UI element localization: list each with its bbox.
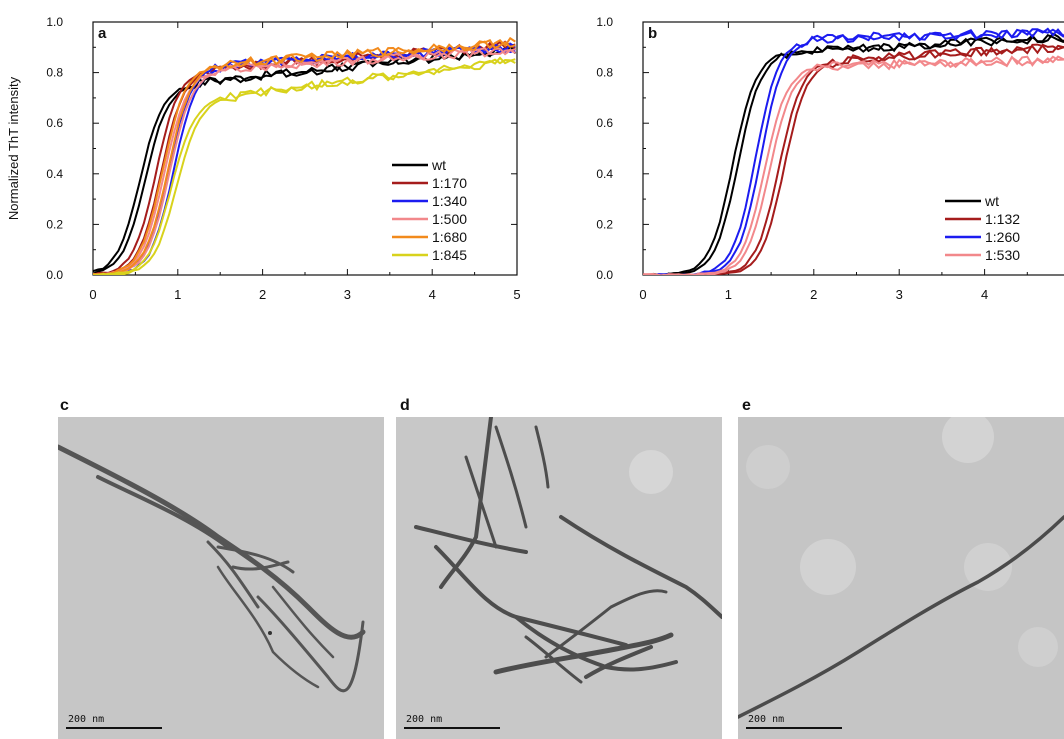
panel-letter-e: e xyxy=(742,397,751,414)
series-line-1-260 xyxy=(643,28,1064,275)
y-tick-label: 0.0 xyxy=(46,268,63,282)
x-tick-label: 3 xyxy=(344,287,351,300)
legend-label: 1:500 xyxy=(432,211,467,227)
fibril-micrograph-e xyxy=(738,417,1064,739)
x-tick-label: 4 xyxy=(429,287,436,300)
x-tick-label: 2 xyxy=(810,287,817,300)
scalebar-label-c: 200 nm xyxy=(68,714,105,725)
x-tick-label: 0 xyxy=(639,287,646,300)
legend-label: 1:680 xyxy=(432,229,467,245)
y-tick-label: 0.4 xyxy=(46,167,63,181)
x-tick-label: 2 xyxy=(259,287,266,300)
y-tick-label: 0.0 xyxy=(596,268,613,282)
tem-image-e: 200 nm xyxy=(738,417,1064,739)
series-line-1-500 xyxy=(93,47,516,275)
scalebar-e xyxy=(746,727,842,729)
legend-label: 1:845 xyxy=(432,247,467,263)
y-tick-label: 0.8 xyxy=(46,66,63,80)
legend-label: 1:260 xyxy=(985,229,1020,245)
y-tick-label: 1.0 xyxy=(46,15,63,29)
legend-label: wt xyxy=(431,157,446,173)
series-line-1-680 xyxy=(93,39,516,275)
tem-image-c: 200 nm xyxy=(58,417,384,739)
series-group xyxy=(643,27,1064,275)
series-line-1-680 xyxy=(93,36,516,275)
series-line-1-845 xyxy=(93,56,516,275)
scalebar-c xyxy=(66,727,162,729)
series-group xyxy=(93,36,517,275)
panel-letter-a: a xyxy=(98,25,107,42)
scalebar-label-e: 200 nm xyxy=(748,714,785,725)
y-axis-label: Normalized ThT intensity xyxy=(6,76,21,220)
series-line-1-530 xyxy=(643,55,1064,275)
x-tick-label: 3 xyxy=(896,287,903,300)
panel-letter-c: c xyxy=(60,397,69,414)
panel-letter-b: b xyxy=(648,25,657,42)
series-line-wt xyxy=(643,34,1064,275)
panel-letter-d: d xyxy=(400,397,410,414)
y-tick-label: 0.6 xyxy=(46,116,63,130)
series-line-wt xyxy=(643,32,1064,275)
chart-panel-b: b0123450.00.20.40.60.81.0Time (hour)wt1:… xyxy=(596,15,1064,300)
series-line-1-530 xyxy=(643,55,1064,275)
legend-label: 1:132 xyxy=(985,211,1020,227)
y-tick-label: 0.2 xyxy=(596,217,613,231)
series-line-1-500 xyxy=(93,47,516,275)
x-tick-label: 4 xyxy=(981,287,988,300)
legend-label: 1:530 xyxy=(985,247,1020,263)
scalebar-d xyxy=(404,727,500,729)
legend-label: 1:340 xyxy=(432,193,467,209)
x-tick-label: 5 xyxy=(513,287,520,300)
series-line-1-260 xyxy=(643,27,1064,275)
y-tick-label: 0.2 xyxy=(46,217,63,231)
fibril-micrograph-d xyxy=(396,417,722,739)
y-tick-label: 0.6 xyxy=(596,116,613,130)
fibril-micrograph-c xyxy=(58,417,384,739)
y-tick-label: 0.8 xyxy=(596,66,613,80)
legend-label: wt xyxy=(984,193,999,209)
scalebar-label-d: 200 nm xyxy=(406,714,443,725)
x-tick-label: 1 xyxy=(725,287,732,300)
y-tick-label: 1.0 xyxy=(596,15,613,29)
x-tick-label: 1 xyxy=(174,287,181,300)
legend-label: 1:170 xyxy=(432,175,467,191)
y-tick-label: 0.4 xyxy=(596,167,613,181)
series-line-1-845 xyxy=(93,58,516,275)
x-tick-label: 0 xyxy=(89,287,96,300)
tem-image-d: 200 nm xyxy=(396,417,722,739)
